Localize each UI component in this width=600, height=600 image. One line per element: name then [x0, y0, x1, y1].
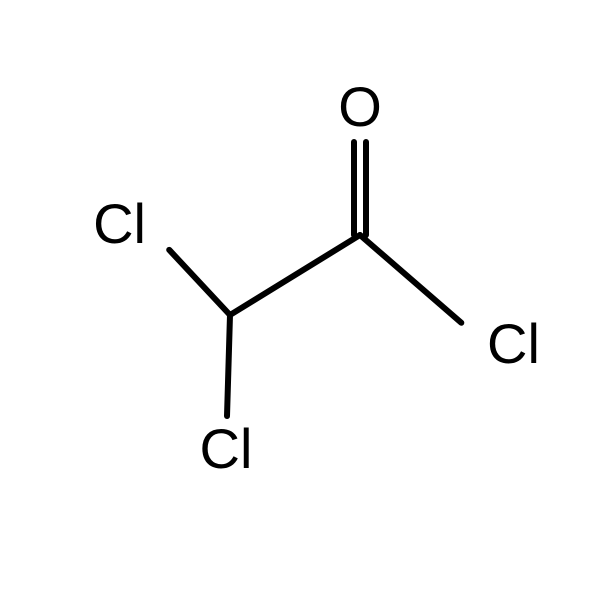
- atom-label: Cl: [200, 417, 253, 480]
- bond-single: [169, 250, 230, 315]
- atom-label: O: [338, 75, 382, 138]
- molecule-diagram: Cl Cl O Cl: [0, 0, 600, 600]
- bond-single: [230, 235, 360, 315]
- atom-label: Cl: [487, 312, 540, 375]
- bond-single: [360, 235, 461, 323]
- bond-single: [227, 315, 230, 416]
- atom-label: Cl: [93, 192, 146, 255]
